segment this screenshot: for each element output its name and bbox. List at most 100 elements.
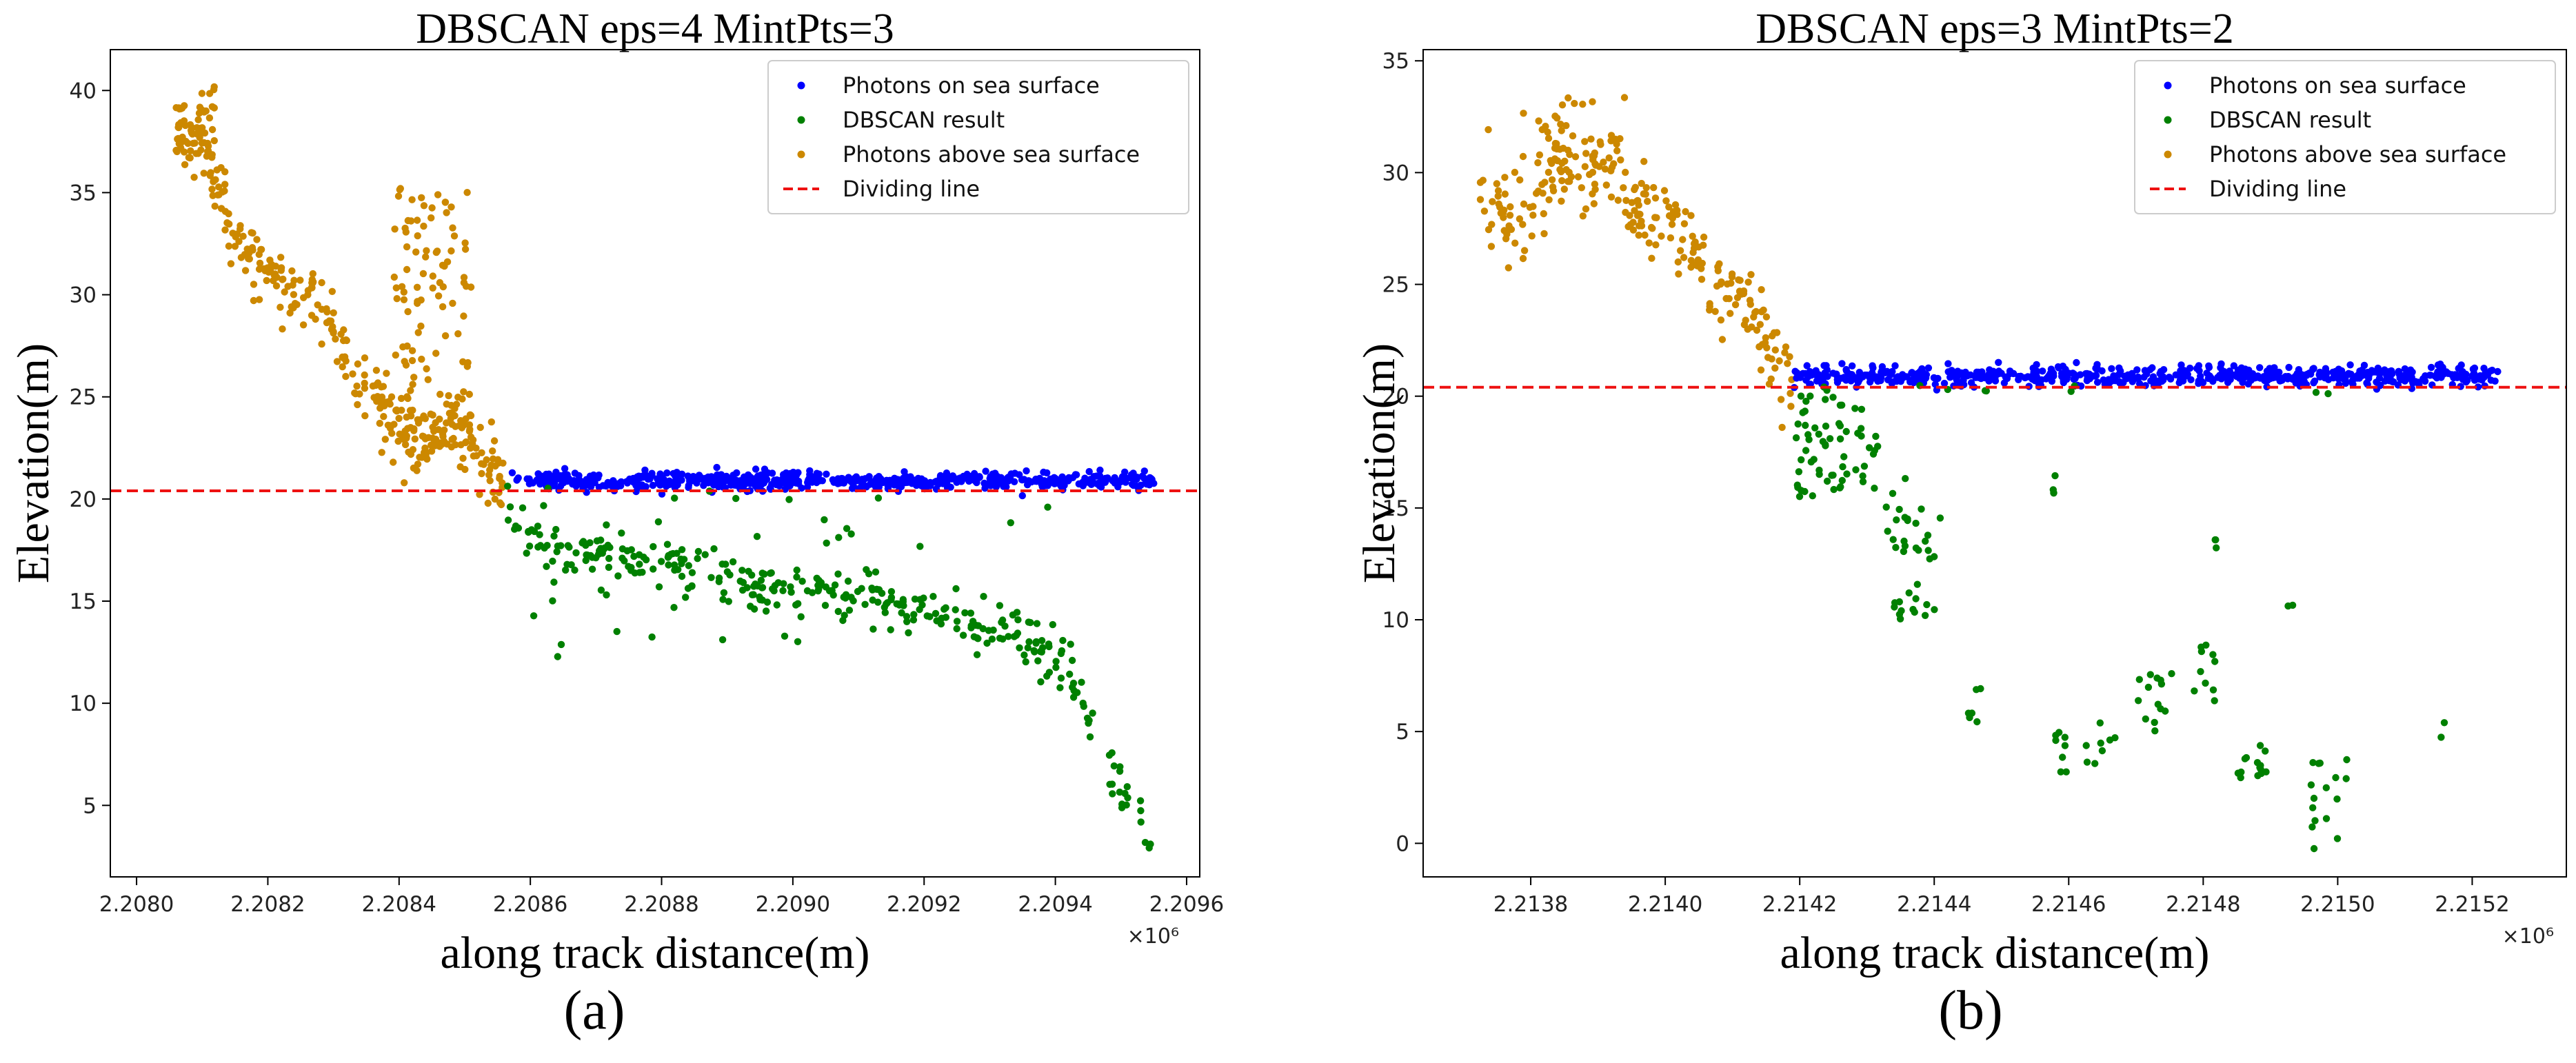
data-point xyxy=(2153,674,2161,682)
data-point xyxy=(1940,379,1949,387)
data-point xyxy=(2067,387,2075,395)
data-point xyxy=(902,476,909,483)
data-point xyxy=(911,595,919,603)
data-point xyxy=(872,568,880,576)
data-point xyxy=(1620,184,1627,192)
data-point xyxy=(1869,362,1876,369)
data-point xyxy=(434,292,443,300)
data-point xyxy=(1638,222,1646,230)
data-point xyxy=(1526,203,1533,211)
data-point xyxy=(361,412,369,420)
data-point xyxy=(491,495,499,503)
data-point xyxy=(1944,360,1952,367)
data-point xyxy=(508,469,516,476)
data-point xyxy=(513,476,521,484)
data-point xyxy=(2140,373,2148,381)
data-point xyxy=(412,248,420,256)
data-point xyxy=(768,469,776,477)
data-point xyxy=(678,546,686,554)
data-point xyxy=(825,587,834,595)
data-point xyxy=(447,247,455,255)
data-point xyxy=(279,325,286,333)
data-point xyxy=(1520,247,1529,254)
data-point xyxy=(894,600,903,608)
data-point xyxy=(684,585,692,592)
data-point xyxy=(2310,794,2318,802)
data-point xyxy=(1086,733,1094,741)
legend-dot-swatch xyxy=(2164,150,2172,159)
data-point xyxy=(658,490,666,498)
data-point xyxy=(2027,373,2035,381)
data-point xyxy=(418,355,425,363)
data-point xyxy=(1760,306,1767,314)
data-point xyxy=(618,529,625,537)
data-point xyxy=(554,543,561,550)
data-point xyxy=(1613,147,1621,154)
data-point xyxy=(2097,739,2104,747)
data-point xyxy=(2464,376,2471,384)
y-tick-label: 30 xyxy=(70,283,97,308)
data-point xyxy=(1915,369,1922,377)
data-point xyxy=(403,342,411,350)
data-point xyxy=(1034,657,1042,665)
data-point xyxy=(996,602,1004,609)
data-point xyxy=(727,481,735,489)
data-point xyxy=(2396,374,2404,382)
data-point xyxy=(1009,611,1017,619)
data-point xyxy=(834,607,843,616)
data-point xyxy=(177,119,185,127)
data-point xyxy=(787,588,795,596)
data-point xyxy=(1651,194,1660,202)
data-point xyxy=(1973,718,1981,726)
data-point xyxy=(478,449,485,456)
data-point xyxy=(738,586,747,594)
data-point xyxy=(1503,228,1511,236)
data-point xyxy=(2093,378,2102,386)
data-point xyxy=(1600,159,1607,166)
data-point xyxy=(710,545,718,553)
data-point xyxy=(449,299,456,307)
data-point xyxy=(2427,363,2435,372)
data-point xyxy=(1747,301,1754,308)
y-tick-label: 35 xyxy=(70,181,97,205)
data-point xyxy=(1529,212,1537,219)
data-point xyxy=(1025,638,1033,646)
data-point xyxy=(2442,368,2451,376)
data-point xyxy=(1820,362,1828,369)
data-point xyxy=(1118,473,1127,480)
data-point xyxy=(982,467,989,475)
data-point xyxy=(553,548,561,556)
data-point xyxy=(467,444,474,452)
data-point xyxy=(407,387,414,394)
data-point xyxy=(1899,371,1906,378)
data-point xyxy=(1069,694,1078,701)
data-point xyxy=(1589,190,1596,198)
data-point xyxy=(2021,374,2029,382)
data-point xyxy=(454,394,462,401)
data-point xyxy=(736,577,744,585)
data-point xyxy=(2256,742,2264,749)
data-point xyxy=(1851,405,1859,412)
data-point xyxy=(354,401,361,409)
data-point xyxy=(255,265,263,273)
data-point xyxy=(304,287,312,294)
data-point xyxy=(752,475,759,483)
data-point xyxy=(920,594,927,602)
data-point xyxy=(752,580,759,588)
data-point xyxy=(337,330,345,338)
data-point xyxy=(428,204,436,212)
data-point xyxy=(725,598,733,605)
data-point xyxy=(1640,190,1647,198)
data-point xyxy=(2039,367,2046,375)
data-point xyxy=(1551,112,1559,120)
y-tick-label: 25 xyxy=(1382,273,1409,298)
data-point xyxy=(976,473,983,480)
data-point xyxy=(456,422,463,429)
data-point xyxy=(2106,736,2114,744)
data-point xyxy=(813,574,821,582)
data-point xyxy=(2202,679,2209,687)
data-point xyxy=(418,194,425,201)
data-point xyxy=(2434,368,2442,376)
data-point xyxy=(1822,423,1830,430)
data-point xyxy=(887,626,894,634)
